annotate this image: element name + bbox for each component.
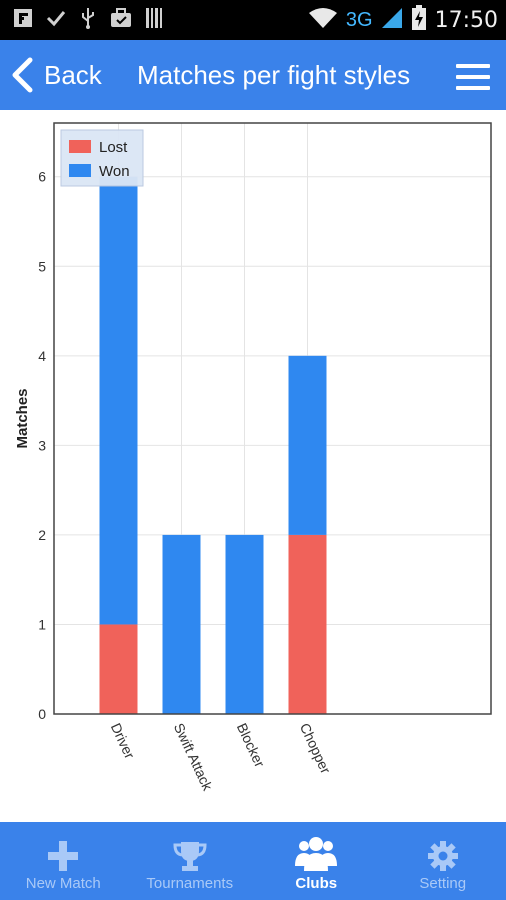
nav-new-match[interactable]: New Match	[0, 822, 127, 900]
plus-icon	[48, 841, 79, 871]
bar-won	[288, 355, 327, 535]
stacked-bar-chart: 0 1 2 3 4 5 6 Matches Driver Swift Attack Blocker C…	[14, 122, 492, 794]
plot-border	[53, 122, 492, 715]
x-tick-label: Chopper	[297, 721, 334, 777]
notification-icons	[14, 8, 164, 32]
nav-clubs[interactable]: Clubs	[253, 822, 380, 900]
menu-button[interactable]	[456, 64, 490, 90]
chevron-left-icon	[12, 57, 33, 93]
bar-won	[225, 534, 264, 714]
back-label: Back	[44, 59, 102, 90]
legend-label: Lost	[99, 139, 128, 156]
signal-icon	[381, 7, 403, 33]
bottom-navigation: New Match Tournaments Clubs Setting	[0, 822, 506, 900]
nav-label: Clubs	[295, 875, 338, 892]
legend-label: Won	[99, 163, 130, 180]
people-icon	[295, 837, 338, 871]
system-icons: 3G 17:50	[308, 0, 498, 40]
y-tick-label: 1	[38, 616, 46, 632]
clock: 17:50	[434, 7, 498, 33]
legend-swatch	[69, 140, 91, 153]
y-tick-label: 4	[38, 348, 46, 364]
legend-swatch	[69, 164, 91, 177]
bar-won	[99, 176, 138, 625]
x-tick-label: Driver	[108, 721, 138, 762]
nav-tournaments[interactable]: Tournaments	[127, 822, 254, 900]
x-tick-label: Blocker	[234, 721, 268, 770]
y-tick-label: 5	[38, 258, 46, 274]
y-tick-label: 2	[38, 527, 46, 543]
bar-won	[162, 534, 201, 714]
app-header: Back Matches per fight styles	[0, 40, 506, 110]
trophy-icon	[173, 842, 207, 871]
hamburger-menu-icon	[456, 64, 490, 68]
chart-area: 0 1 2 3 4 5 6 Matches Driver Swift Attack Blocker C…	[0, 110, 506, 822]
wifi-icon	[308, 7, 338, 33]
briefcase-icon	[110, 8, 132, 32]
battery-charging-icon	[411, 5, 427, 35]
y-axis-label: Matches	[14, 388, 31, 448]
nav-setting[interactable]: Setting	[380, 822, 506, 900]
network-type: 3G	[345, 8, 373, 31]
bar-lost	[99, 624, 138, 714]
back-button[interactable]: Back	[10, 40, 102, 110]
barcode-icon	[146, 8, 164, 32]
y-tick-label: 6	[38, 169, 46, 185]
flipboard-icon	[14, 9, 32, 31]
status-bar: 3G 17:50	[0, 0, 506, 40]
bar-lost	[288, 534, 327, 714]
page-title: Matches per fight styles	[137, 60, 411, 90]
y-tick-label: 0	[38, 706, 46, 722]
nav-label: Setting	[419, 875, 467, 892]
gear-icon	[427, 841, 458, 871]
x-tick-label: Swift Attack	[171, 721, 217, 794]
y-tick-label: 3	[38, 437, 46, 453]
usb-icon	[80, 7, 96, 33]
nav-label: New Match	[25, 875, 101, 892]
check-icon	[46, 9, 66, 31]
nav-label: Tournaments	[146, 875, 234, 892]
